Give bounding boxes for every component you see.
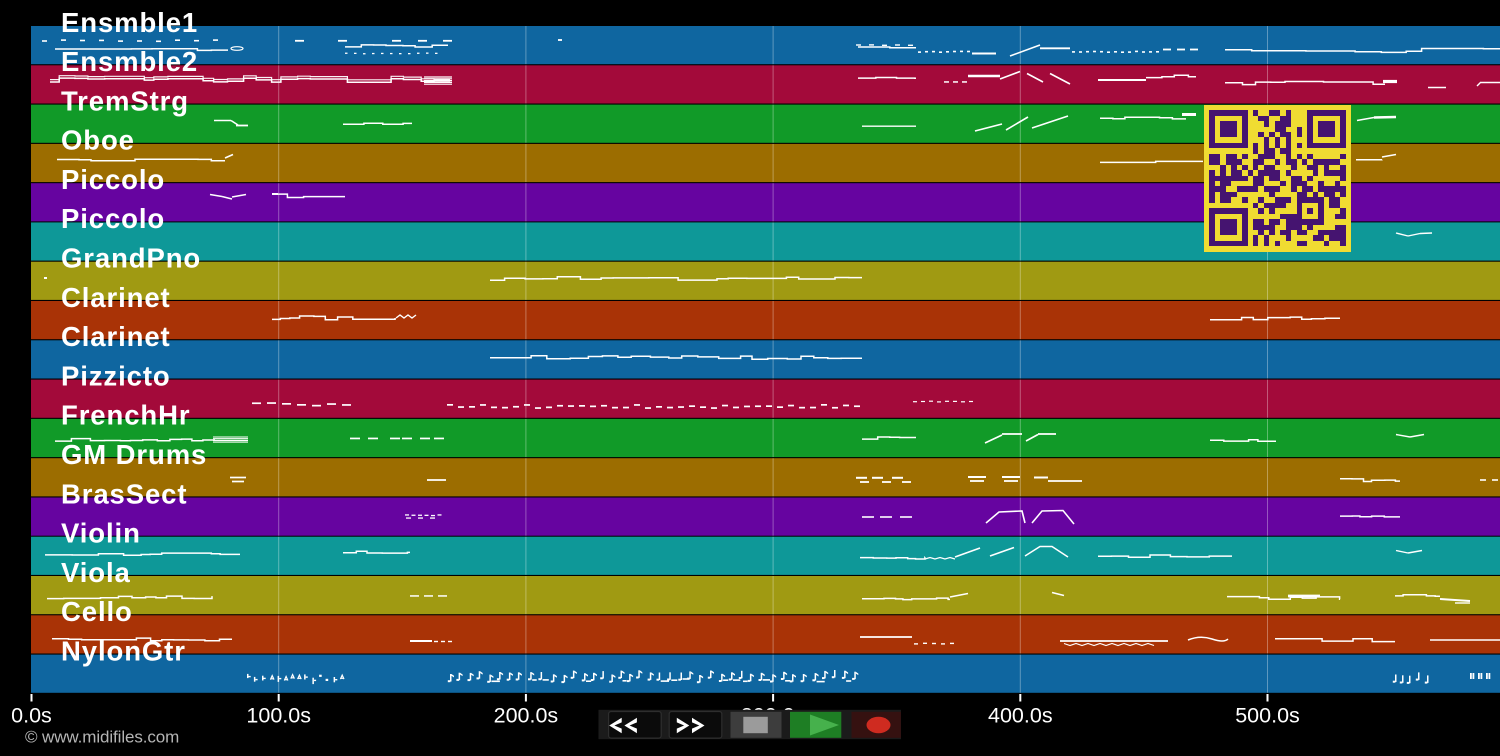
svg-text:200.0s: 200.0s (494, 703, 559, 727)
svg-text:Ensmble1: Ensmble1 (61, 7, 198, 38)
svg-text:100.0s: 100.0s (246, 703, 311, 727)
svg-text:500.0s: 500.0s (1235, 703, 1300, 727)
svg-text:0.0s: 0.0s (11, 703, 52, 727)
svg-text:GrandPno: GrandPno (61, 243, 201, 274)
svg-text:Clarinet: Clarinet (61, 321, 171, 352)
svg-text:BrasSect: BrasSect (61, 478, 187, 509)
svg-text:© www.midifiles.com: © www.midifiles.com (25, 728, 179, 747)
svg-text:Piccolo: Piccolo (61, 164, 165, 195)
svg-text:Cello: Cello (61, 596, 133, 627)
svg-text:Oboe: Oboe (61, 125, 135, 156)
svg-text:Piccolo: Piccolo (61, 203, 165, 234)
svg-text:400.0s: 400.0s (988, 703, 1053, 727)
svg-text:GM Drums: GM Drums (61, 439, 207, 470)
svg-text:TremStrg: TremStrg (61, 85, 189, 116)
svg-text:Violin: Violin (61, 518, 141, 549)
svg-text:FrenchHr: FrenchHr (61, 400, 190, 431)
svg-text:Ensmble2: Ensmble2 (61, 46, 198, 77)
svg-text:Viola: Viola (61, 557, 131, 588)
svg-text:Clarinet: Clarinet (61, 282, 171, 313)
svg-text:NylonGtr: NylonGtr (61, 635, 186, 666)
svg-text:Pizzicto: Pizzicto (61, 360, 171, 391)
